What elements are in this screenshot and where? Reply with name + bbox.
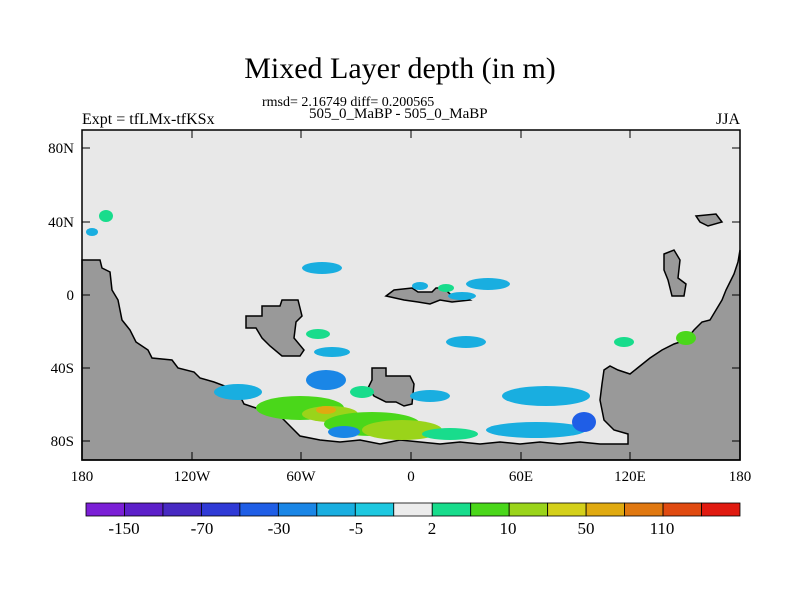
colorbar-tick-label: 50 — [578, 519, 595, 538]
colorbar — [85, 502, 741, 517]
x-tick-label: 120W — [174, 469, 212, 485]
patch-s-13 — [572, 412, 596, 432]
colorbar-tick-label: 10 — [500, 519, 517, 538]
colorbar-box — [277, 502, 318, 517]
colorbar-tick-label: -70 — [191, 519, 214, 538]
chart-title: Mixed Layer depth (in m) — [244, 52, 556, 85]
y-tick-label: 40N — [48, 215, 74, 231]
colorbar-box — [585, 502, 625, 517]
colorbar-box — [431, 502, 472, 517]
patch-s-3 — [410, 390, 450, 402]
colorbar-tick-label: 110 — [650, 519, 675, 538]
x-tick-label: 0 — [407, 469, 415, 485]
season-label: JJA — [716, 111, 741, 128]
x-tick-label: 180 — [729, 469, 752, 485]
land-east-island-1 — [663, 249, 687, 297]
stats-subtitle: rmsd= 2.16749 diff= 0.200565 — [262, 95, 435, 110]
patch-nw-blue — [86, 228, 98, 236]
colorbar-box — [547, 502, 587, 517]
patch-eq-3 — [438, 284, 454, 292]
patch-eq-5 — [448, 292, 476, 300]
y-tick-label: 0 — [67, 288, 75, 304]
colorbar-tick-label: -5 — [349, 519, 363, 538]
colorbar-box — [624, 502, 664, 517]
colorbar-box — [85, 502, 125, 517]
colorbar-box — [162, 502, 202, 517]
colorbar-box — [316, 502, 356, 517]
colorbar-box — [239, 502, 279, 517]
colorbar-tick-label: 2 — [428, 519, 437, 538]
patch-s-14 — [328, 426, 360, 438]
colorbar-box — [662, 502, 702, 517]
patch-ms-4 — [676, 331, 696, 345]
patch-nw-green — [99, 210, 113, 222]
x-tick-label: 120E — [614, 469, 646, 485]
colorbar-tick-label: -150 — [108, 519, 139, 538]
colorbar-box — [393, 502, 433, 517]
colorbar-box — [124, 502, 164, 517]
patch-s-11 — [422, 428, 478, 440]
patch-s-10 — [362, 420, 442, 440]
experiment-label: Expt = tfLMx-tfKSx — [82, 111, 215, 128]
colorbar-box — [201, 502, 241, 517]
patch-s-1 — [306, 370, 346, 390]
patch-s-8 — [316, 406, 336, 414]
patch-ms-3 — [614, 337, 634, 347]
experiment-names: 505_0_MaBP - 505_0_MaBP — [309, 106, 488, 122]
y-tick-label: 40S — [51, 361, 74, 377]
y-tick-label: 80S — [51, 434, 74, 450]
patch-s-5 — [350, 386, 374, 398]
y-tick-label: 80N — [48, 141, 74, 157]
land-masses — [81, 213, 741, 461]
patch-eq-4 — [466, 278, 510, 290]
land-central-block — [245, 299, 305, 357]
colorbar-tick-label: -30 — [268, 519, 291, 538]
patch-s-4 — [502, 386, 590, 406]
patch-s-12 — [486, 422, 586, 438]
y-axis — [82, 147, 740, 442]
colorbar-labels: -150 -70 -30 -5 2 10 50 110 — [108, 519, 674, 538]
colorbar-box — [354, 502, 395, 517]
colorbar-box — [508, 502, 549, 517]
patch-ms-1 — [306, 329, 330, 339]
x-tick-label: 60W — [286, 469, 316, 485]
x-tick-label: 60E — [509, 469, 533, 485]
land-west-continent — [81, 249, 741, 461]
x-tick-label: 180 — [71, 469, 94, 485]
colorbar-box — [470, 502, 510, 517]
x-axis — [81, 130, 741, 460]
patch-eq-2 — [412, 282, 428, 290]
patch-s-2 — [214, 384, 262, 400]
land-east-island-2 — [694, 213, 724, 227]
colorbar-box — [701, 502, 741, 517]
patch-ms-2 — [446, 336, 486, 348]
patch-eq-1 — [302, 262, 342, 274]
patch-ms-5 — [314, 347, 350, 357]
anomaly-patches — [86, 210, 696, 440]
